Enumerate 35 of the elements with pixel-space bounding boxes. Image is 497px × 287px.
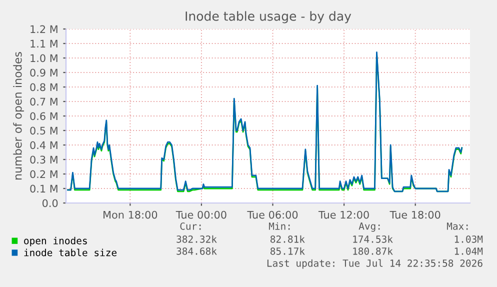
y-tick-label: 1.2 M (30, 25, 58, 33)
y-axis-title: number of open inodes (13, 52, 24, 180)
text: 85.17k (270, 247, 305, 255)
y-tick-label: 0.6 M (30, 112, 58, 120)
text: Min: (268, 222, 290, 230)
y-tick-label: 0.1 M (30, 184, 58, 193)
text: 384.68k (176, 247, 217, 255)
text: 382.32k (176, 235, 217, 243)
y-tick-label: 0.8 M (30, 83, 58, 92)
y-tick-label: 1.0 M (30, 54, 58, 62)
y-tick-label: 0.9 M (30, 68, 58, 77)
text: 174.53k (353, 235, 393, 243)
text: Cur: (180, 222, 201, 230)
y-tick-label: 1.1 M (30, 40, 58, 48)
text: 82.81k (270, 235, 305, 243)
x-tick-label: Mon 18:00 (104, 210, 158, 219)
y-tick-label: 0.0 (42, 199, 58, 208)
y-tick-label: 0.7 M (30, 98, 58, 106)
y-tick-label: 0.3 M (30, 156, 58, 164)
legend-label: inode table size (24, 248, 117, 256)
text: Avg: (358, 222, 380, 232)
y-tick-label: 0.4 M (30, 141, 58, 150)
text: 1.04M (454, 247, 483, 255)
text: 180.87k (353, 247, 393, 255)
x-tick-label: Tue 06:00 (247, 210, 298, 219)
y-tick-label: 0.5 M (30, 126, 58, 135)
chart-title: Inode table usage - by day (186, 11, 352, 24)
text: Last update: Tue Jul 14 22:35:58 2026 (267, 259, 482, 269)
y-tick-label: 0.2 M (30, 170, 58, 178)
x-tick-label: Tue 00:00 (176, 210, 226, 219)
text: 1.03M (454, 235, 483, 243)
x-tick-label: Tue 12:00 (318, 210, 369, 219)
x-tick-label: Tue 18:00 (390, 210, 440, 219)
text: Max: (446, 222, 468, 230)
legend-label: open inodes (24, 236, 87, 246)
